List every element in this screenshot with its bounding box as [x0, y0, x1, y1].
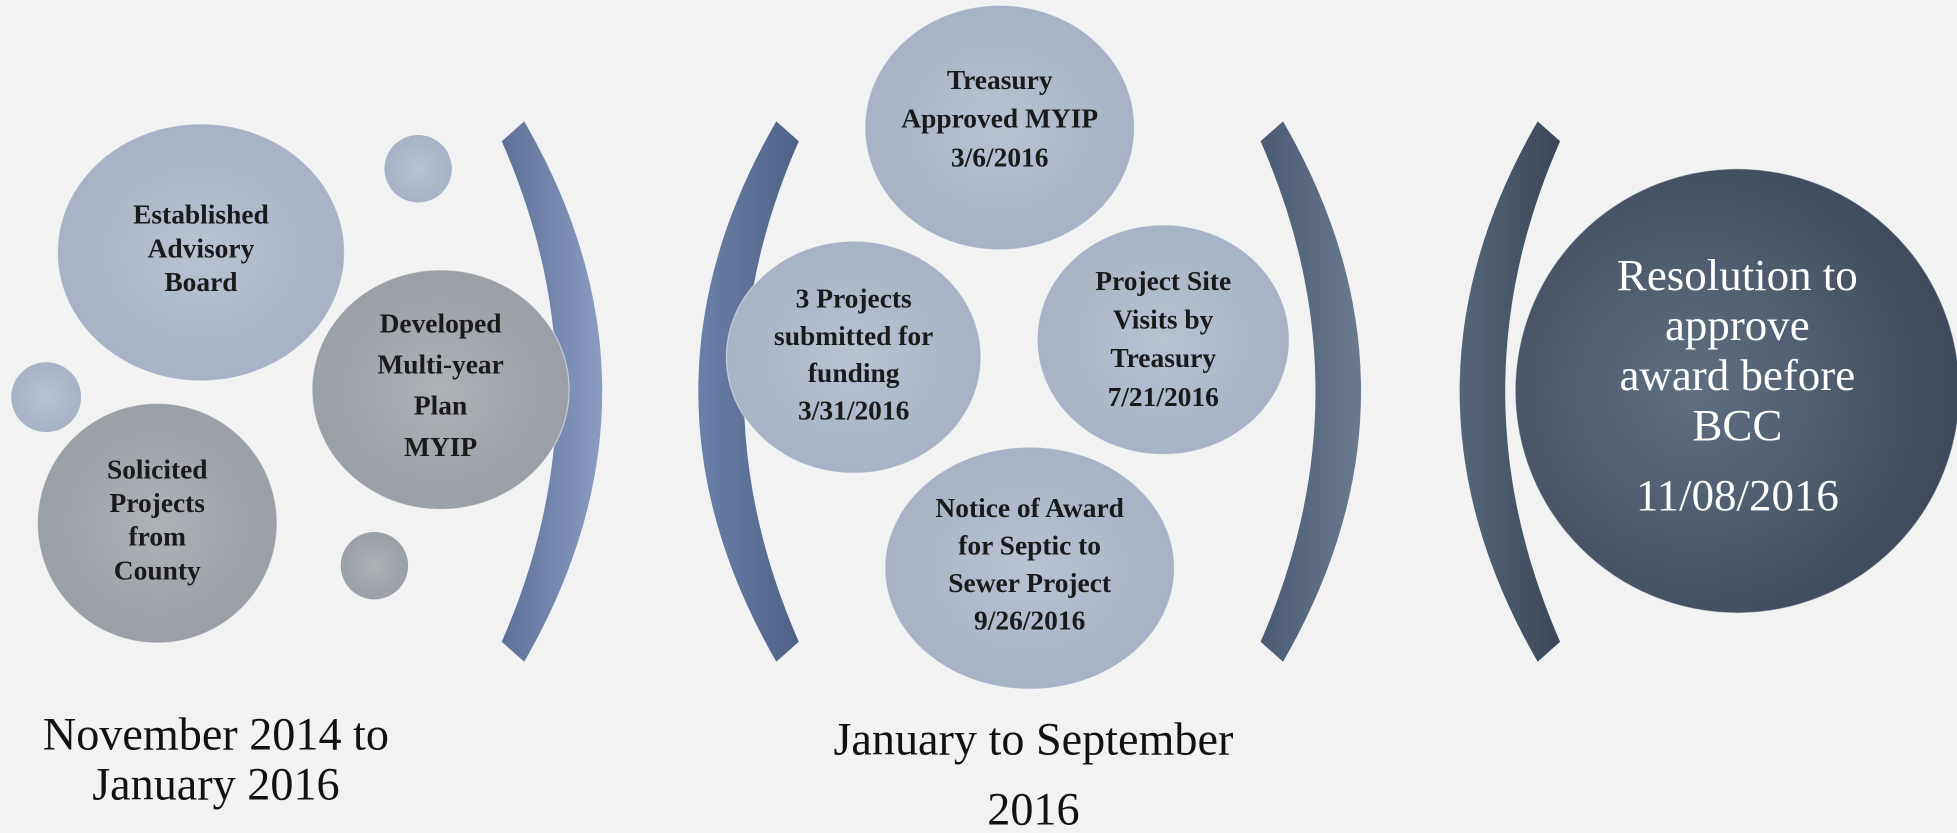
bubble-text: 7/21/2016 [1108, 382, 1219, 412]
bubble-text: Visits by [1113, 305, 1214, 335]
bubble-text: 3/31/2016 [798, 396, 909, 426]
dot [340, 531, 409, 600]
bracket [501, 121, 603, 662]
bubble-text: Project Site [1095, 266, 1231, 296]
phase-caption: November 2014 to [43, 709, 389, 760]
bubble-text: BCC [1692, 400, 1782, 450]
dot [11, 362, 82, 433]
bubble-text: 3/6/2016 [951, 142, 1049, 172]
bubble-text: submitted for [774, 321, 933, 351]
bubble-text: award before [1619, 350, 1855, 400]
phase-caption: 2016 [987, 784, 1079, 833]
bracket [1459, 121, 1561, 662]
bubble-text: 3 Projects [796, 283, 912, 313]
bubble-text: Advisory [148, 233, 255, 263]
bubble-text: approve [1665, 300, 1810, 350]
bubble-text: Board [164, 267, 237, 297]
bubble [36, 402, 278, 644]
bubble-text: Treasury [1110, 343, 1216, 373]
bubble-text: Projects [110, 488, 205, 518]
bubble-text: Treasury [947, 65, 1053, 95]
bubble-text: Sewer Project [948, 568, 1112, 598]
bubble-text: 9/26/2016 [974, 605, 1085, 635]
bracket [698, 121, 799, 662]
bubble [864, 4, 1136, 251]
bubble-text: Multi-year [377, 349, 503, 379]
bubble-text: Notice of Award [935, 493, 1123, 523]
phase-caption: January 2016 [92, 759, 339, 810]
bubble-text: Approved MYIP [901, 104, 1098, 134]
bubble [1036, 224, 1290, 456]
bubble-text: Established [133, 200, 269, 230]
bubble-text: funding [808, 358, 900, 388]
decor [11, 121, 1561, 662]
bubble-text: from [129, 522, 187, 552]
phase-caption: January to September [833, 714, 1233, 765]
bubble-text: County [114, 555, 201, 585]
bubble-text: Developed [380, 308, 502, 338]
bubble-text: Resolution to [1617, 250, 1858, 300]
bubble [725, 240, 982, 474]
bracket [1260, 121, 1362, 662]
bubble-text: Plan [414, 391, 467, 421]
bubble-text: Solicited [107, 454, 208, 484]
bubble [311, 269, 570, 511]
bubble-text: MYIP [404, 432, 477, 462]
bubble [56, 123, 346, 382]
bubble [884, 446, 1176, 690]
bubble-text: 11/08/2016 [1636, 470, 1839, 520]
dot [384, 135, 452, 203]
bubble-text: for Septic to [958, 530, 1101, 560]
bubble [1514, 168, 1957, 614]
